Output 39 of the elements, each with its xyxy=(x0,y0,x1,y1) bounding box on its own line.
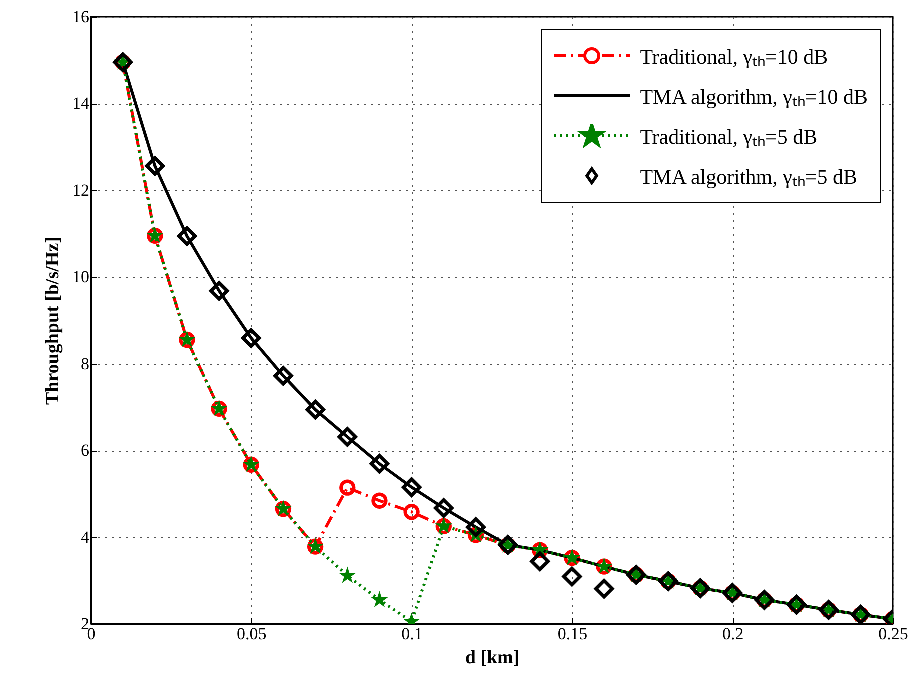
point xyxy=(210,281,230,301)
x-tick-label: 0 xyxy=(87,624,96,644)
point xyxy=(372,492,388,509)
x-tick-label: 0.25 xyxy=(878,624,908,644)
point xyxy=(594,579,614,599)
y-tick-label: 16 xyxy=(72,8,90,26)
x-tick-label: 0.05 xyxy=(237,624,267,644)
point xyxy=(530,552,550,572)
y-tick-label: 8 xyxy=(81,354,90,374)
x-tick-label: 0.2 xyxy=(722,624,744,644)
point xyxy=(340,480,356,496)
x-tick-label: 0.15 xyxy=(558,624,588,644)
point xyxy=(402,478,422,498)
point xyxy=(370,454,390,474)
point xyxy=(177,226,198,246)
point xyxy=(562,566,582,587)
y-axis-title: Throughput [b/s/Hz] xyxy=(42,236,64,406)
y-tick-label: 2 xyxy=(81,614,90,634)
point xyxy=(306,400,326,420)
y-tick-label: 14 xyxy=(72,94,90,114)
point xyxy=(338,427,358,447)
y-tick-label: 6 xyxy=(81,441,90,460)
point xyxy=(274,366,294,386)
y-tick-label: 12 xyxy=(72,180,90,200)
y-tick-label: 10 xyxy=(72,268,90,287)
point xyxy=(339,566,356,584)
point xyxy=(466,518,486,538)
y-tick-label: 4 xyxy=(81,528,90,547)
legend-label: TMA algorithm, γₜₕ=5 dB xyxy=(640,164,858,190)
legend-label: TMA algorithm, γₜₕ=10 dB xyxy=(640,84,868,110)
point xyxy=(434,498,454,518)
point xyxy=(404,504,420,520)
x-tick-label: 0.1 xyxy=(402,624,423,644)
legend-label: Traditional, γₜₕ=10 dB xyxy=(640,44,828,70)
point xyxy=(145,156,165,176)
legend-label: Traditional, γₜₕ=5 dB xyxy=(640,124,818,150)
x-axis-title: d [km] xyxy=(465,648,520,668)
point xyxy=(242,328,262,348)
point xyxy=(371,591,388,608)
